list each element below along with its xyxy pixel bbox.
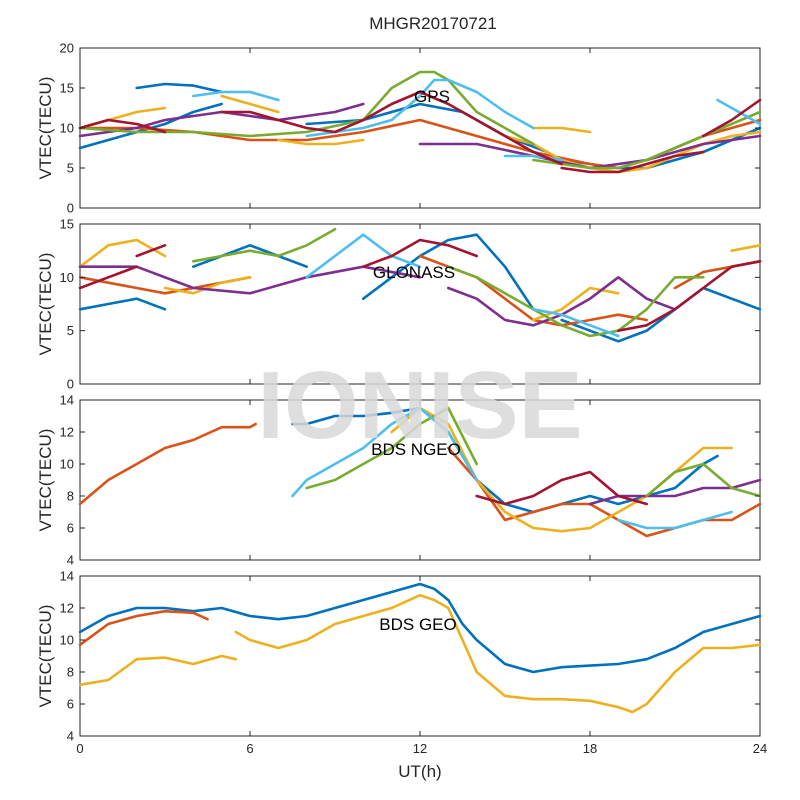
series-line [305,78,535,138]
y-axis-label: VTEC(TECU) [36,605,55,708]
y-tick-label: 8 [67,665,74,680]
watermark: IONISE [257,352,582,459]
y-axis-label: VTEC(TECU) [36,429,55,532]
x-tick-label: 24 [753,741,767,756]
series-line [192,228,337,263]
panel-annotation: GLONASS [373,263,455,282]
series-line [616,259,762,333]
y-tick-label: 4 [67,729,74,744]
y-tick-label: 8 [67,489,74,504]
series-line [78,297,167,311]
series-line [531,126,592,134]
y-axis-label: VTEC(TECU) [36,253,55,356]
subplot-4: 0 6 12 18 24 4 6 8 10 12 14 VTEC(TECU) BDS GEO [36,569,767,757]
x-axis-label: UT(h) [398,762,441,781]
y-tick-label: 12 [60,601,74,616]
x-tick-label: 12 [413,741,427,756]
y-tick-label: 5 [67,323,74,338]
figure-title: MHGR20170721 [369,14,497,33]
series-line [78,654,238,687]
series-line [305,233,422,279]
y-tick-label: 14 [60,393,74,408]
y-tick-label: 5 [67,161,74,176]
series-line [78,422,257,506]
series-line [645,462,762,498]
series-line [531,286,620,322]
series-line [78,70,535,146]
series-line [192,244,309,269]
subplot-2: 0 5 10 15 VTEC(TECU) GLONASS [36,217,762,392]
plot-area [79,47,761,209]
y-tick-label: 15 [60,81,74,96]
series-line [503,130,762,174]
panel-annotation: BDS NGEO [371,440,461,459]
y-tick-label: 20 [60,41,74,56]
series-line [361,233,535,311]
series-line [163,275,252,295]
series-line [446,265,705,338]
plot-area [79,575,761,737]
series-line [220,90,564,166]
plot-area [79,399,761,561]
subplot-stack: 0 5 10 15 20 VTEC(TECU) GPS 0 5 10 15 VTEC(TECU) GLO… [36,41,767,757]
subplot-1: 0 5 10 15 20 VTEC(TECU) GPS [36,41,762,216]
series-line [78,609,209,647]
y-tick-label: 10 [60,457,74,472]
y-tick-label: 0 [67,201,74,216]
x-tick-label: 0 [76,741,83,756]
y-tick-label: 10 [60,633,74,648]
y-tick-label: 14 [60,569,74,584]
panel-annotation: GPS [414,87,450,106]
series-line [560,286,762,343]
plot-area [79,223,761,385]
series-line [701,98,762,138]
series-line [135,244,167,258]
y-tick-label: 6 [67,697,74,712]
series-line [730,244,762,252]
series-line [192,90,280,102]
y-tick-label: 10 [60,121,74,136]
x-tick-label: 6 [246,741,253,756]
series-line [78,118,167,134]
series-line [135,82,223,94]
series-line [78,265,138,290]
series-line [78,582,762,674]
series-line [305,406,479,490]
y-tick-label: 10 [60,270,74,285]
series-line [716,98,762,126]
subplot-3: 4 6 8 10 12 14 VTEC(TECU) BDS NGEO [36,393,762,568]
series-line [475,470,649,506]
y-tick-label: 0 [67,377,74,392]
y-tick-label: 4 [67,553,74,568]
y-tick-label: 6 [67,521,74,536]
series-line [531,307,620,338]
series-line [560,150,705,174]
y-tick-label: 15 [60,217,74,232]
series-line [418,406,479,482]
y-tick-label: 12 [60,425,74,440]
y-axis-label: VTEC(TECU) [36,77,55,180]
series-line [616,510,734,530]
x-tick-label: 18 [583,741,597,756]
series-line [361,238,479,269]
series-line [291,406,422,498]
series-line [276,138,365,146]
series-line [78,238,167,269]
series-line [234,593,762,714]
panel-annotation: BDS GEO [379,615,456,634]
series-line [220,94,280,114]
